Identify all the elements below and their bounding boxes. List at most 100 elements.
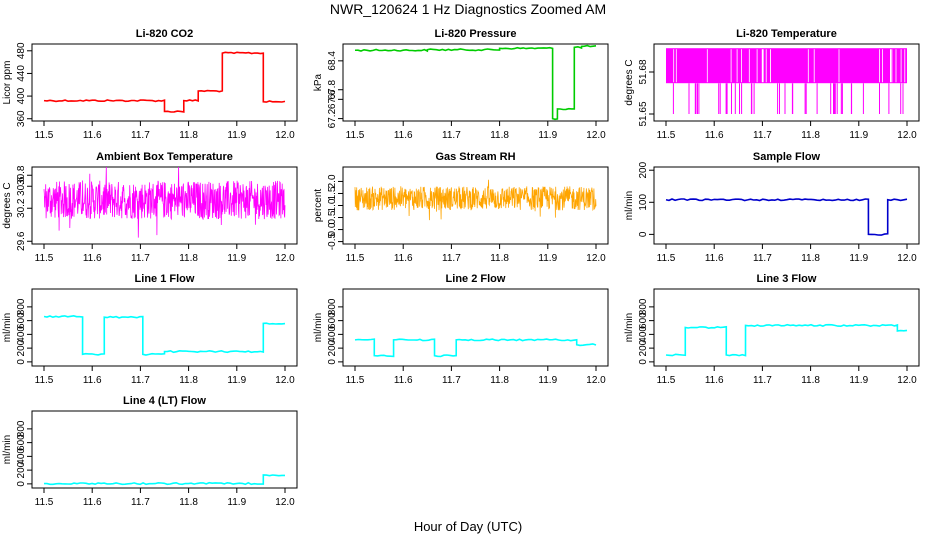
y-axis-label: kPa <box>313 73 324 91</box>
x-tick-label: 11.7 <box>131 253 150 264</box>
plot-frame <box>31 166 298 245</box>
x-tick-label: 11.5 <box>346 130 365 141</box>
y-tick-label: 67.6 <box>327 89 338 109</box>
y-axis-label: ml/min <box>313 313 324 342</box>
y-tick-label: 800 <box>327 298 338 315</box>
x-tick-label: 11.7 <box>442 253 461 264</box>
plot-frame <box>31 43 298 122</box>
x-tick-label: 11.5 <box>657 375 676 386</box>
y-tick-label: 1.0 <box>327 198 338 212</box>
x-tick-label: 11.6 <box>83 130 102 141</box>
y-tick-label: 0 <box>638 231 649 237</box>
chart-panel: Sample Flow ml/min 11.5 11.6 11.7 11.8 11.9 12.… <box>624 151 920 264</box>
y-tick-label: 68.4 <box>327 51 338 71</box>
y-tick-label: 480 <box>16 42 27 59</box>
x-tick-label: 12.0 <box>275 375 295 386</box>
panel-title: Li-820 Temperature <box>736 28 837 40</box>
y-tick-label: 200 <box>16 461 27 478</box>
y-axis-label: percent <box>313 189 324 223</box>
panel-title: Line 4 (LT) Flow <box>123 395 206 407</box>
y-tick-label: 600 <box>638 312 649 329</box>
y-tick-label: 600 <box>16 434 27 451</box>
x-tick-label: 11.9 <box>538 130 557 141</box>
y-axis-label: Licor ppm <box>2 61 13 105</box>
panel-title: Line 3 Flow <box>757 273 817 285</box>
x-tick-label: 11.9 <box>227 253 246 264</box>
x-tick-label: 12.0 <box>897 375 917 386</box>
x-tick-label: 11.8 <box>179 375 198 386</box>
x-tick-label: 11.7 <box>753 375 772 386</box>
data-series-line <box>354 179 597 221</box>
x-tick-label: 11.9 <box>227 375 246 386</box>
y-axis-label: ml/min <box>2 435 13 464</box>
y-tick-label: 800 <box>16 420 27 437</box>
x-tick-label: 11.8 <box>801 253 820 264</box>
plot-frame <box>653 288 920 367</box>
y-tick-label: 400 <box>16 448 27 465</box>
y-tick-label: 400 <box>327 326 338 343</box>
x-tick-label: 11.6 <box>705 253 724 264</box>
figure-title: NWR_120624 1 Hz Diagnostics Zoomed AM <box>330 1 606 17</box>
x-tick-label: 11.5 <box>35 253 54 264</box>
x-tick-label: 11.5 <box>657 130 676 141</box>
chart-panel: Line 2 Flow ml/min 11.5 11.6 11.7 11.8 11.9 12.… <box>313 273 609 386</box>
x-tick-label: 11.6 <box>83 375 102 386</box>
chart-panel: Line 1 Flow ml/min 11.5 11.6 11.7 11.8 11.9 12.… <box>2 273 298 386</box>
x-tick-label: 11.7 <box>753 130 772 141</box>
x-tick-label: 11.7 <box>131 375 150 386</box>
x-tick-label: 11.8 <box>179 497 198 508</box>
x-tick-label: 11.8 <box>801 375 820 386</box>
y-tick-label: 0.5 <box>327 210 338 224</box>
x-tick-label: 11.8 <box>490 253 509 264</box>
x-tick-label: 12.0 <box>586 375 606 386</box>
x-tick-label: 11.7 <box>131 130 150 141</box>
y-tick-label: 2.0 <box>327 174 338 188</box>
x-tick-label: 11.9 <box>849 253 868 264</box>
y-tick-label: 1.5 <box>327 186 338 200</box>
chart-panel: Line 4 (LT) Flow ml/min 11.5 11.6 11.7 11.8 11… <box>2 395 298 508</box>
x-tick-label: 11.7 <box>442 375 461 386</box>
y-tick-label: 30.8 <box>16 165 27 185</box>
y-axis-label: ml/min <box>2 313 13 342</box>
x-tick-label: 11.6 <box>83 253 102 264</box>
data-series-line <box>354 44 597 121</box>
y-tick-label: 400 <box>638 326 649 343</box>
plot-frame <box>653 166 920 245</box>
x-tick-label: 11.5 <box>35 497 54 508</box>
x-tick-label: 12.0 <box>897 253 917 264</box>
y-tick-label: 0 <box>327 359 338 365</box>
x-tick-label: 11.7 <box>442 130 461 141</box>
x-tick-label: 11.8 <box>179 253 198 264</box>
x-tick-label: 11.5 <box>346 375 365 386</box>
x-tick-label: 11.6 <box>705 375 724 386</box>
y-tick-label: 30.2 <box>16 198 27 218</box>
y-axis-label: degrees C <box>2 182 13 228</box>
y-tick-label: 400 <box>16 326 27 343</box>
x-tick-label: 11.6 <box>394 375 413 386</box>
x-tick-label: 12.0 <box>275 253 295 264</box>
y-tick-label: 51.65 <box>638 101 649 126</box>
x-tick-label: 11.6 <box>394 130 413 141</box>
x-tick-label: 11.6 <box>83 497 102 508</box>
y-tick-label: 67.8 <box>327 80 338 100</box>
plot-frame <box>342 166 609 245</box>
x-tick-label: 11.9 <box>227 497 246 508</box>
x-tick-label: 11.9 <box>227 130 246 141</box>
x-tick-label: 12.0 <box>897 130 917 141</box>
y-tick-label: 200 <box>638 161 649 178</box>
x-tick-label: 11.5 <box>35 375 54 386</box>
panel-title: Sample Flow <box>753 151 821 163</box>
panel-title: Ambient Box Temperature <box>96 151 233 163</box>
x-tick-label: 11.9 <box>538 253 557 264</box>
y-tick-label: 67.2 <box>327 108 338 128</box>
chart-panel: Gas Stream RH percent 11.5 11.6 11.7 11.8 11.9… <box>313 151 609 264</box>
chart-panel: Ambient Box Temperature degrees C 11.5 11.6… <box>2 151 298 264</box>
data-series-line <box>43 474 285 486</box>
x-tick-label: 12.0 <box>275 130 295 141</box>
y-tick-label: 0.0 <box>327 222 338 236</box>
y-tick-label: 600 <box>327 312 338 329</box>
y-tick-label: 0 <box>16 481 27 487</box>
y-tick-label: 800 <box>16 298 27 315</box>
panel-title: Li-820 CO2 <box>136 28 193 40</box>
y-tick-label: 29.6 <box>16 231 27 251</box>
